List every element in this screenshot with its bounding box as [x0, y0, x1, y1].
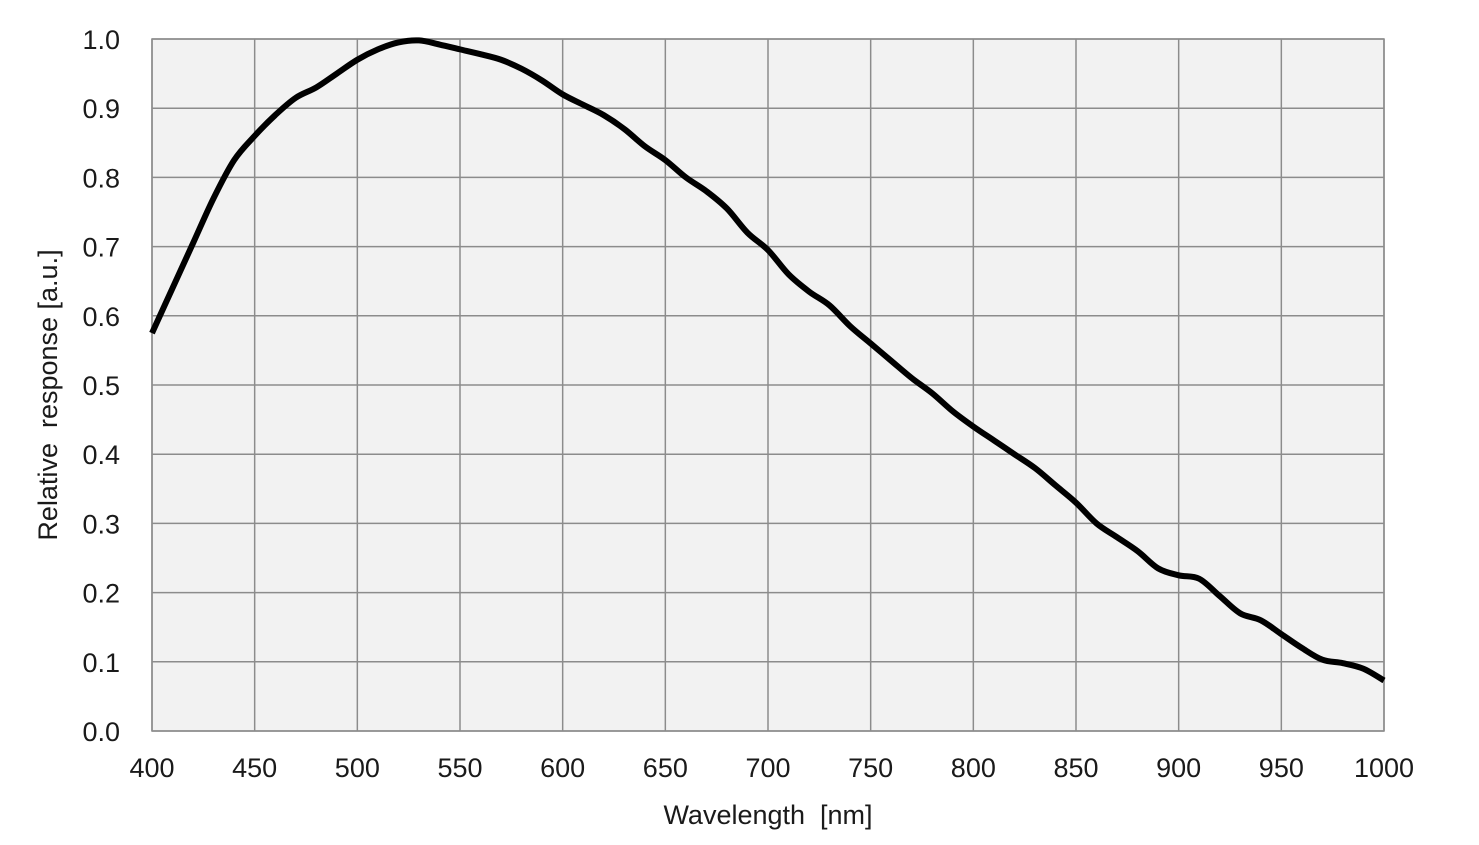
- y-axis-title: Relative response [a.u.]: [33, 249, 63, 540]
- x-tick-labels: 400 450 500 550 600 650 700 750 800 850 900 950 1000: [129, 753, 1414, 783]
- y-tick-label: 0.2: [82, 579, 120, 609]
- x-tick-label: 650: [643, 753, 688, 783]
- x-tick-label: 750: [848, 753, 893, 783]
- y-tick-label: 0.7: [82, 233, 120, 263]
- x-tick-label: 600: [540, 753, 585, 783]
- y-tick-label: 0.5: [82, 371, 120, 401]
- x-tick-label: 950: [1259, 753, 1304, 783]
- x-tick-label: 700: [745, 753, 790, 783]
- series-layer: [149, 37, 1386, 684]
- x-tick-label: 500: [335, 753, 380, 783]
- y-tick-label: 0.8: [82, 163, 120, 193]
- y-tick-label: 0.1: [82, 648, 120, 678]
- y-tick-label: 0.6: [82, 302, 120, 332]
- y-tick-labels: 0.0 0.1 0.2 0.3 0.4 0.5 0.6 0.7 0.8 0.9 1.0: [82, 25, 120, 747]
- y-tick-label: 0.9: [82, 94, 120, 124]
- grid-lines: [151, 38, 1385, 732]
- series-line: [149, 37, 1386, 684]
- x-axis-title: Wavelength [nm]: [663, 800, 872, 830]
- x-tick-label: 1000: [1354, 753, 1414, 783]
- y-tick-label: 1.0: [82, 25, 120, 55]
- x-tick-label: 850: [1053, 753, 1098, 783]
- y-tick-label: 0.4: [82, 440, 120, 470]
- x-tick-label: 900: [1156, 753, 1201, 783]
- x-tick-label: 450: [232, 753, 277, 783]
- x-tick-label: 550: [437, 753, 482, 783]
- y-tick-label: 0.0: [82, 717, 120, 747]
- x-tick-label: 400: [129, 753, 174, 783]
- x-tick-label: 800: [951, 753, 996, 783]
- y-tick-label: 0.3: [82, 509, 120, 539]
